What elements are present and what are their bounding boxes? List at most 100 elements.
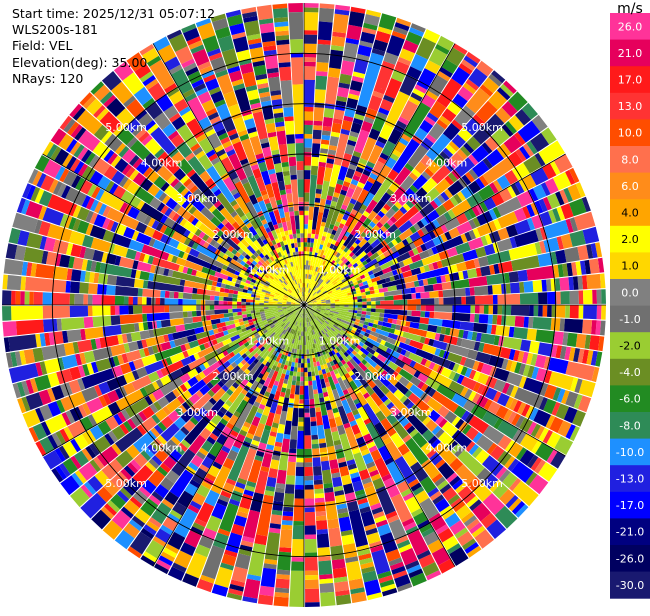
ray-cells xyxy=(346,349,441,449)
ray-cells xyxy=(363,68,437,192)
ray-cells xyxy=(239,321,245,326)
ray-cells xyxy=(358,90,508,248)
ray-cells xyxy=(216,410,225,418)
ray-cells xyxy=(361,327,367,333)
ray-cells xyxy=(60,396,74,412)
ray-cells xyxy=(380,532,411,588)
ray-cells xyxy=(198,137,275,257)
ray-cells xyxy=(206,165,250,226)
ray-cells xyxy=(275,126,302,284)
ray-cells xyxy=(436,365,502,403)
ray-cells xyxy=(398,156,516,241)
ray-cells xyxy=(275,30,289,37)
ray-cells xyxy=(127,206,140,220)
ray-cells xyxy=(189,445,231,510)
ray-cells xyxy=(272,8,288,19)
ray-cells xyxy=(102,360,184,406)
colorbar-tick-label: -1.0 xyxy=(619,313,640,326)
ray-cells xyxy=(236,298,300,305)
ray-cells xyxy=(326,158,335,165)
ray-cells xyxy=(110,155,224,245)
ray-cells xyxy=(366,134,523,258)
ray-cells xyxy=(331,350,336,356)
ray-cells xyxy=(274,461,296,598)
ray-cells xyxy=(319,52,384,250)
ray-cells xyxy=(309,407,323,485)
ray-cells xyxy=(362,291,561,305)
ray-cells xyxy=(291,338,295,344)
ray-cells xyxy=(423,264,430,272)
ray-cells xyxy=(125,349,142,362)
ray-cells xyxy=(154,484,169,499)
ray-cells xyxy=(214,99,226,108)
ray-cells xyxy=(241,425,250,433)
ray-cells xyxy=(335,346,429,465)
ray-cells xyxy=(402,270,413,278)
ray-cells xyxy=(220,156,278,255)
azimuth-spoke xyxy=(152,304,305,567)
ray-cells xyxy=(547,305,552,318)
ray-cells xyxy=(319,295,325,298)
ray-cells xyxy=(224,249,235,259)
ray-cells xyxy=(365,257,372,264)
ray-cells xyxy=(380,290,584,305)
ray-cells xyxy=(312,380,326,440)
ray-cells xyxy=(253,265,259,271)
ray-cells xyxy=(402,221,437,247)
ray-cells xyxy=(252,168,262,179)
ray-cells xyxy=(110,309,229,326)
ray-cells xyxy=(68,256,150,281)
ray-cells xyxy=(375,285,489,301)
ray-cells xyxy=(180,426,190,436)
ray-cells xyxy=(123,95,153,128)
ray-cells xyxy=(51,433,115,483)
range-ring-label: 3.00km xyxy=(390,192,432,205)
ray-cells xyxy=(406,413,429,435)
ray-cells xyxy=(307,218,502,304)
ray-cells xyxy=(492,179,503,192)
ray-cells xyxy=(168,148,179,158)
ray-cells xyxy=(52,239,135,269)
ray-cells xyxy=(305,308,339,375)
azimuth-spoke xyxy=(152,43,305,306)
colorbar-tick-label: 13.0 xyxy=(618,100,643,113)
ray-cells xyxy=(228,391,286,596)
ray-cells xyxy=(293,320,296,325)
ray-cells xyxy=(480,385,531,417)
ray-cells xyxy=(74,450,89,467)
colorbar-tick-label: 26.0 xyxy=(618,20,643,33)
ray-cells xyxy=(307,259,362,303)
ray-cells xyxy=(264,338,270,343)
ray-cells xyxy=(256,255,293,293)
ray-cells xyxy=(304,308,344,492)
ray-cells xyxy=(364,485,380,507)
ray-cells xyxy=(354,339,361,345)
ray-cells xyxy=(140,375,252,517)
ray-cells xyxy=(115,398,194,468)
ray-cells xyxy=(275,247,303,302)
ray-cells xyxy=(304,385,309,400)
ray-cells xyxy=(265,485,276,492)
ray-cells xyxy=(113,61,134,81)
colorbar-swatch xyxy=(610,358,650,386)
ray-cells xyxy=(459,321,475,332)
colorbar-tick-label: -30.0 xyxy=(616,579,644,592)
ray-cells xyxy=(270,94,282,101)
ray-cells xyxy=(237,248,244,255)
ray-cells xyxy=(130,459,142,471)
ray-cells xyxy=(356,313,496,345)
azimuth-spoke xyxy=(303,304,566,457)
ray-cells xyxy=(306,254,358,303)
ray-cells xyxy=(335,372,376,449)
ray-cells xyxy=(469,522,483,535)
ray-cells xyxy=(127,546,142,559)
ray-cells xyxy=(338,461,355,495)
ray-cells xyxy=(111,233,132,248)
ray-cells xyxy=(487,314,493,325)
ray-cells xyxy=(283,385,300,512)
ray-cells xyxy=(330,289,602,305)
ray-cells xyxy=(420,68,488,151)
ray-cells xyxy=(93,105,106,118)
ray-cells xyxy=(205,107,218,117)
ray-cells xyxy=(416,266,450,281)
